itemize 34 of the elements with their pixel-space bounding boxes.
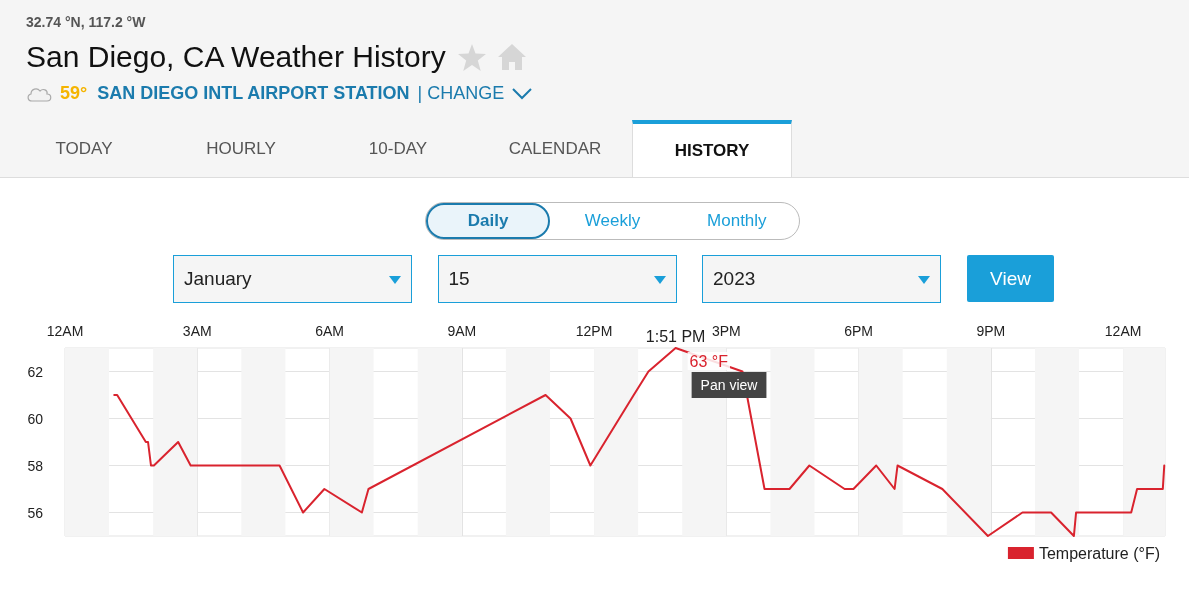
y-tick-label: 62 — [27, 363, 44, 380]
text: Monthly — [706, 210, 768, 232]
text: 10-DAY — [367, 138, 429, 160]
x-tick-label: 3PM — [711, 323, 741, 339]
text: CALENDAR — [507, 138, 603, 160]
x-tick-label: 9PM — [976, 323, 1006, 339]
x-tick-label: 12AM — [46, 323, 84, 339]
line-series — [113, 347, 1166, 537]
annotation: 1:51 PM — [645, 327, 706, 345]
text: | CHANGE — [417, 83, 505, 104]
chart-title: San Diego, CA Weather History — [26, 40, 446, 74]
x-tick-label: 3AM — [182, 323, 212, 339]
x-tick-label: 6PM — [844, 323, 873, 339]
x-tick-label: 12AM — [1104, 323, 1142, 339]
text: 15 — [437, 255, 677, 303]
text: 59° — [60, 83, 88, 104]
x-tick-label: 12PM — [575, 323, 613, 339]
y-tick-label: 60 — [27, 410, 44, 427]
text: Daily — [426, 203, 551, 239]
text: Weekly — [583, 210, 642, 232]
text: HOURLY — [205, 138, 277, 160]
legend-label: Temperature (°F) — [1038, 544, 1160, 562]
text: 32.74 °N, 117.2 °W — [26, 14, 146, 30]
text: January — [173, 255, 412, 303]
x-tick-label: 6AM — [315, 323, 344, 339]
text: View — [967, 255, 1054, 302]
annotation: Pan view — [700, 377, 759, 393]
y-tick-label: 58 — [27, 457, 44, 474]
chart-subtitle: SAN DIEGO INTL AIRPORT STATION — [97, 83, 410, 104]
annotation: 63 °F — [689, 352, 729, 370]
x-tick-label: 9AM — [447, 323, 477, 339]
text: 2023 — [702, 255, 941, 303]
y-tick-label: 56 — [27, 504, 44, 521]
text: TODAY — [54, 138, 114, 160]
